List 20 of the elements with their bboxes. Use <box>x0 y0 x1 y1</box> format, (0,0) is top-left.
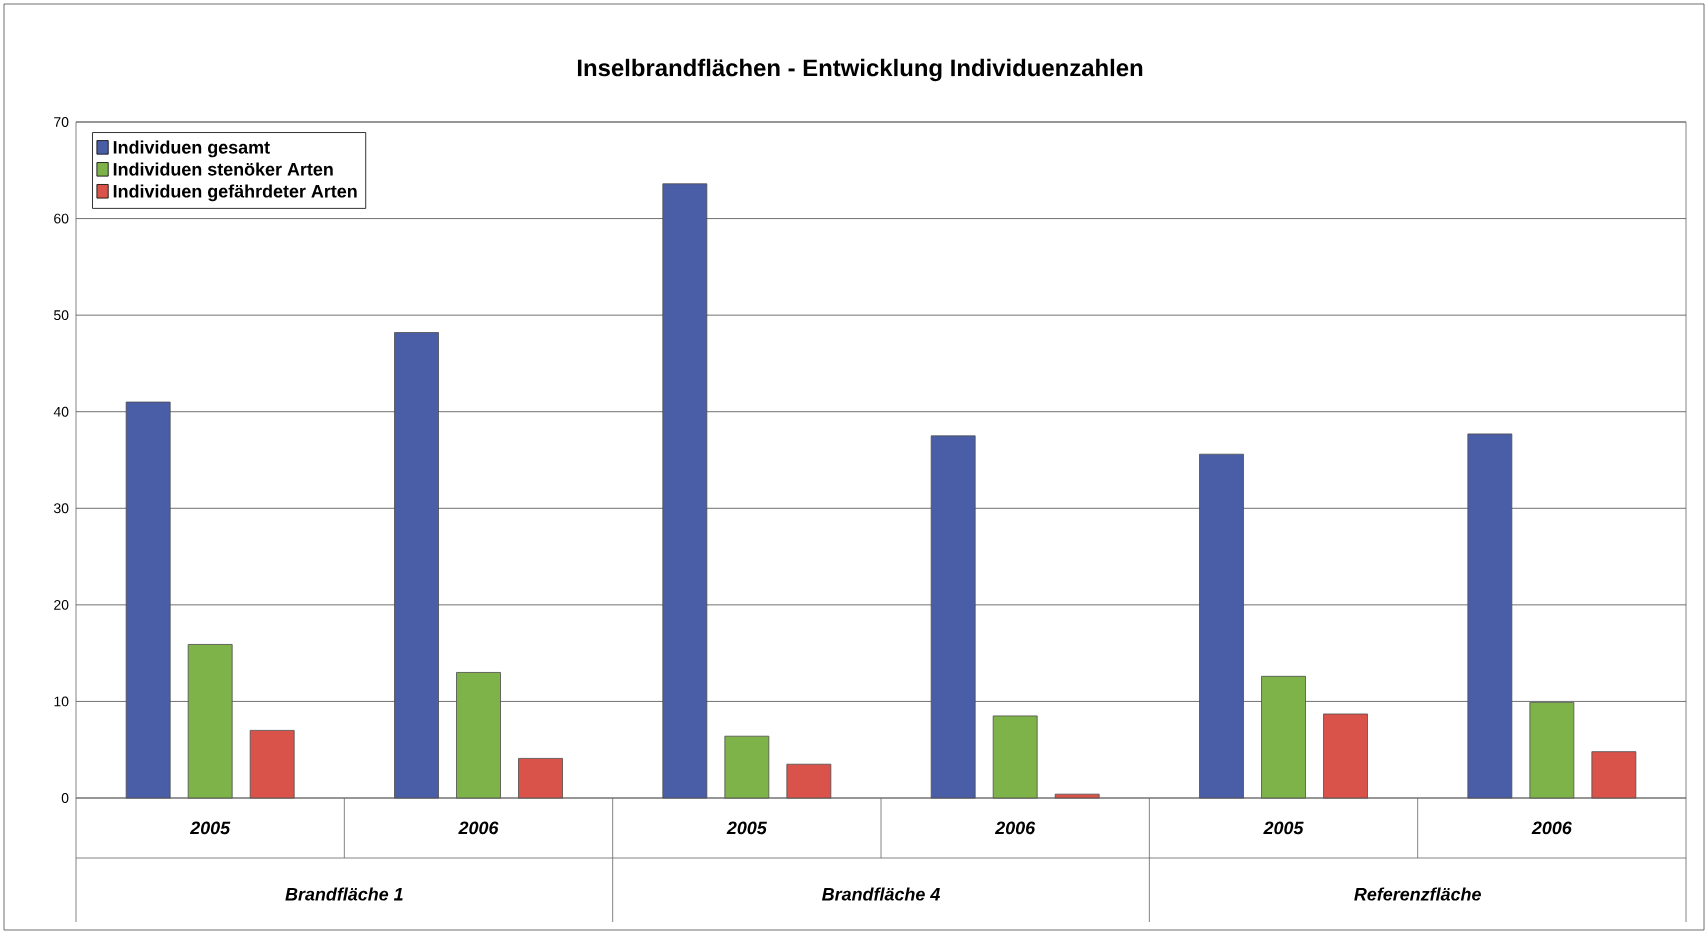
x-tick-label: 2006 <box>1531 821 1572 835</box>
x-tick-label: 2006 <box>458 821 499 835</box>
bar <box>786 763 832 799</box>
bar <box>1591 751 1637 799</box>
x-tick-label: 2006 <box>994 821 1036 835</box>
text: Brandfläche 1 <box>285 887 403 901</box>
bar <box>518 758 563 799</box>
x-tick-label: 2005 <box>726 821 767 835</box>
bar <box>249 730 295 799</box>
bar <box>724 735 770 799</box>
x-tick-label: 2005 <box>1263 821 1304 835</box>
chart-title: Inselbrandflächen - Entwicklung Individuenzahlen <box>577 58 1143 82</box>
legend-label: Individuen gesamt <box>113 140 270 158</box>
bar <box>992 715 1038 799</box>
text: Brandfläche 4 <box>822 887 940 901</box>
legend-label: Individuen gefährdeter Arten <box>113 184 357 202</box>
x-tick-label: 2005 <box>189 821 231 835</box>
legend-label: Individuen stenöker Arten <box>113 162 333 176</box>
bar <box>1323 713 1368 799</box>
text: Referenzfläche <box>1354 887 1481 901</box>
